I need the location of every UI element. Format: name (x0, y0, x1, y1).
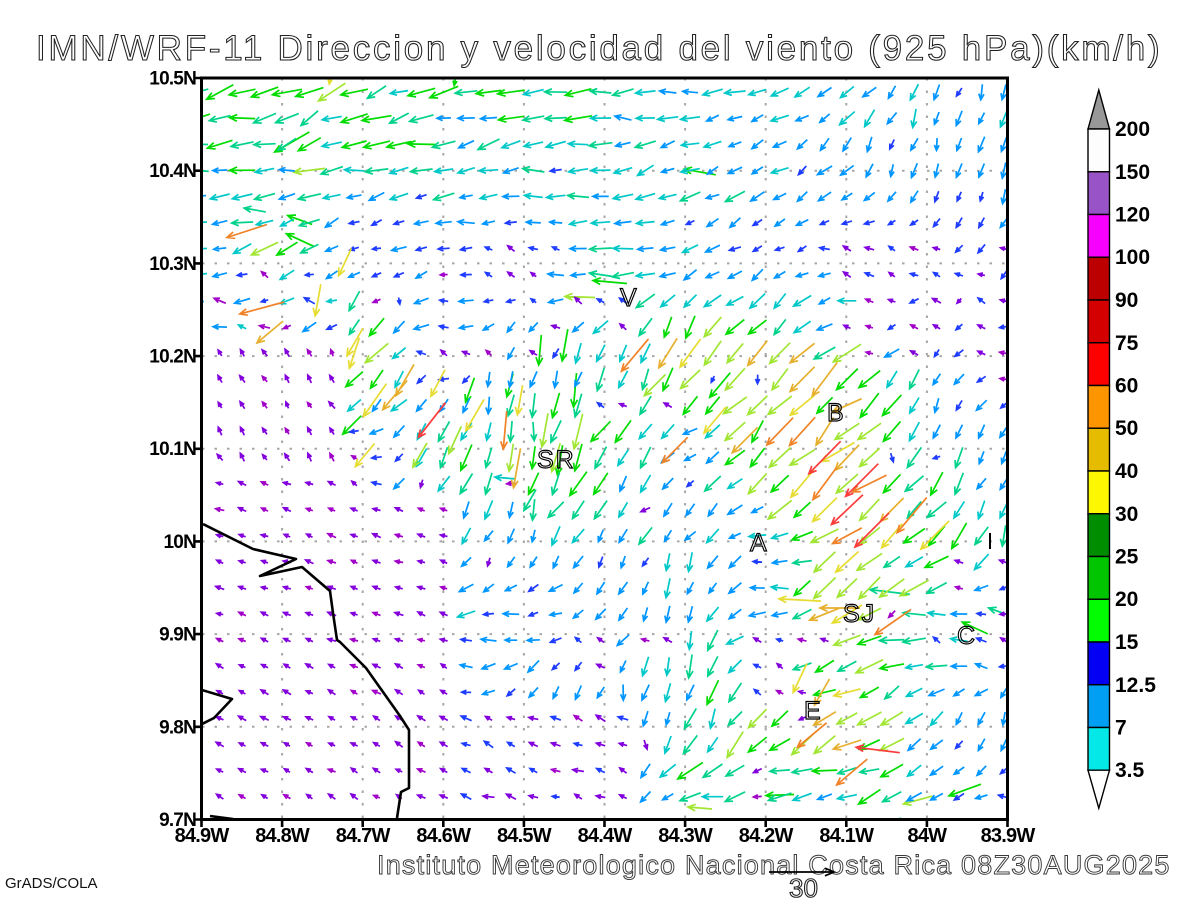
svg-text:84.5W: 84.5W (497, 825, 552, 847)
svg-text:100: 100 (1115, 246, 1150, 269)
svg-text:Instituto Meteorologico Nacion: Instituto Meteorologico Nacional Costa R… (377, 850, 1171, 880)
svg-text:200: 200 (1115, 118, 1150, 141)
svg-text:10.1N: 10.1N (149, 439, 196, 460)
svg-text:84.3W: 84.3W (658, 825, 713, 847)
svg-text:SJ: SJ (843, 600, 876, 628)
svg-text:7: 7 (1115, 717, 1127, 740)
svg-text:84.7W: 84.7W (336, 825, 391, 847)
svg-text:GrADS/COLA: GrADS/COLA (5, 875, 98, 892)
svg-text:83.9W: 83.9W (981, 825, 1036, 847)
svg-text:9.7N: 9.7N (159, 810, 196, 831)
svg-text:3.5: 3.5 (1115, 759, 1145, 782)
svg-text:10N: 10N (164, 532, 197, 553)
svg-text:20: 20 (1115, 588, 1138, 611)
svg-text:30: 30 (1115, 503, 1138, 526)
svg-text:84.4W: 84.4W (578, 825, 633, 847)
svg-text:12.5: 12.5 (1115, 674, 1156, 697)
svg-text:84.6W: 84.6W (416, 825, 471, 847)
svg-text:E: E (804, 697, 823, 725)
svg-text:15: 15 (1115, 631, 1139, 654)
svg-text:SR: SR (537, 446, 576, 474)
svg-text:10.3N: 10.3N (149, 254, 196, 275)
svg-text:B: B (827, 399, 846, 427)
svg-text:IMN/WRF-11 Direccion y velocid: IMN/WRF-11 Direccion y velocidad del vie… (36, 29, 1162, 68)
svg-text:9.9N: 9.9N (159, 625, 196, 646)
svg-text:84.2W: 84.2W (739, 825, 794, 847)
svg-text:150: 150 (1115, 161, 1150, 184)
svg-text:60: 60 (1115, 375, 1138, 398)
svg-text:120: 120 (1115, 204, 1150, 227)
svg-text:A: A (750, 529, 769, 557)
svg-text:9.8N: 9.8N (159, 717, 196, 738)
svg-text:10.5N: 10.5N (149, 69, 196, 90)
svg-text:C: C (957, 622, 977, 650)
svg-text:40: 40 (1115, 460, 1138, 483)
svg-text:84.8W: 84.8W (255, 825, 310, 847)
svg-text:75: 75 (1115, 332, 1139, 355)
svg-text:50: 50 (1115, 417, 1138, 440)
svg-text:30: 30 (789, 873, 818, 900)
svg-text:10.4N: 10.4N (149, 161, 196, 182)
svg-text:84W: 84W (908, 825, 948, 847)
svg-text:10.2N: 10.2N (149, 347, 196, 368)
svg-text:90: 90 (1115, 289, 1138, 312)
svg-text:V: V (620, 284, 639, 312)
svg-text:84.1W: 84.1W (819, 825, 874, 847)
svg-text:84.9W: 84.9W (175, 825, 230, 847)
svg-text:25: 25 (1115, 546, 1139, 569)
